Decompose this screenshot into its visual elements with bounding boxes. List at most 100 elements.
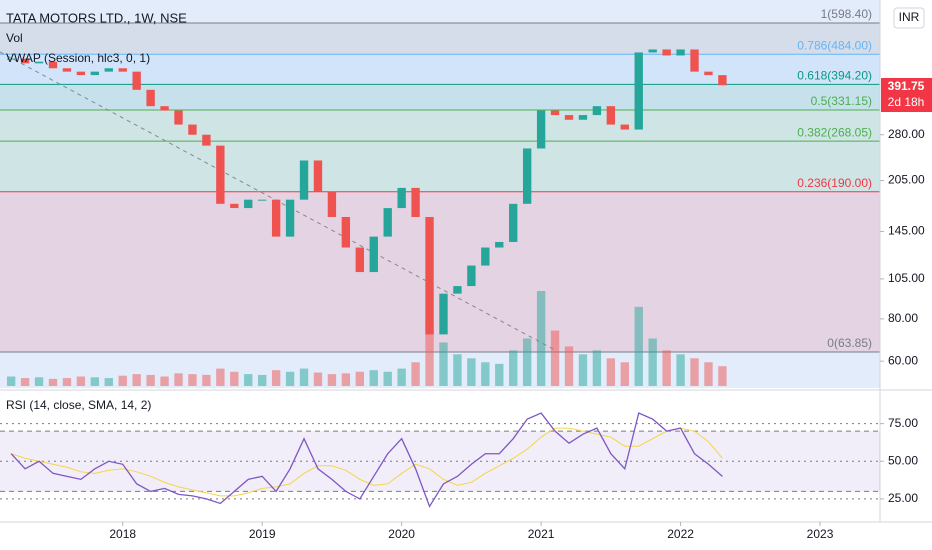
volume-bar bbox=[662, 350, 671, 386]
candle bbox=[620, 124, 629, 130]
candle bbox=[495, 241, 504, 248]
candle bbox=[104, 68, 113, 72]
rsi-tick-label: 25.00 bbox=[888, 491, 918, 505]
volume-bar bbox=[564, 346, 574, 386]
candle bbox=[662, 49, 671, 56]
chart-title: TATA MOTORS LTD., 1W, NSE bbox=[6, 10, 187, 25]
volume-bar bbox=[648, 338, 657, 386]
candle bbox=[244, 199, 253, 209]
volume-bar bbox=[160, 376, 169, 386]
volume-bar bbox=[6, 376, 16, 386]
volume-bar bbox=[522, 338, 532, 386]
candle bbox=[285, 199, 295, 237]
fib-label: 0.5(331.15) bbox=[811, 94, 872, 108]
fib-label: 0.618(394.20) bbox=[797, 69, 872, 83]
y-tick-label: 205.00 bbox=[888, 173, 925, 187]
volume-bar bbox=[425, 322, 434, 386]
price-tag: 391.75 bbox=[888, 79, 925, 93]
fib-band bbox=[0, 141, 880, 192]
candle bbox=[690, 49, 699, 72]
volume-bar bbox=[34, 377, 44, 386]
volume-bar bbox=[327, 374, 337, 386]
candle bbox=[453, 286, 462, 294]
volume-bar bbox=[383, 371, 392, 386]
candle bbox=[118, 68, 127, 72]
volume-bar bbox=[718, 366, 727, 386]
volume-bar bbox=[230, 371, 239, 386]
volume-bar bbox=[48, 378, 58, 386]
volume-bar bbox=[620, 362, 629, 386]
fib-label: 0.786(484.00) bbox=[797, 38, 872, 52]
fib-label: 1(598.40) bbox=[821, 7, 872, 21]
candle bbox=[6, 58, 16, 60]
currency[interactable]: INR bbox=[899, 10, 920, 24]
volume-bar bbox=[258, 374, 267, 386]
candle bbox=[718, 75, 727, 86]
fib-band bbox=[0, 110, 880, 142]
volume-bar bbox=[439, 342, 448, 386]
candle bbox=[132, 71, 141, 90]
candle bbox=[509, 203, 518, 242]
candle bbox=[202, 134, 211, 146]
volume-bar bbox=[690, 358, 699, 386]
rsi-ma-line bbox=[11, 427, 723, 497]
candle bbox=[313, 160, 323, 192]
candle bbox=[411, 187, 420, 217]
candle bbox=[634, 52, 643, 130]
candle bbox=[355, 247, 364, 273]
volume-bar bbox=[495, 363, 504, 386]
volume-bar bbox=[676, 354, 685, 386]
volume-bar bbox=[550, 330, 560, 386]
candle bbox=[676, 49, 685, 56]
candle bbox=[188, 124, 197, 135]
fib-band bbox=[0, 23, 880, 55]
volume-bar bbox=[118, 375, 127, 386]
volume-bar bbox=[634, 306, 643, 386]
rsi-tick-label: 75.00 bbox=[888, 416, 918, 430]
candle bbox=[536, 110, 546, 149]
volume-bar bbox=[341, 373, 351, 386]
y-tick-label: 80.00 bbox=[888, 311, 918, 325]
candle bbox=[550, 110, 560, 116]
volume-bar bbox=[411, 362, 420, 386]
candle bbox=[439, 293, 448, 335]
fib-label: 0.236(190.00) bbox=[797, 176, 872, 190]
price-tag-bg bbox=[881, 78, 932, 112]
candle bbox=[467, 265, 476, 287]
candle bbox=[383, 208, 392, 237]
currency-box[interactable] bbox=[893, 7, 925, 29]
candle bbox=[258, 199, 267, 201]
volume-bar bbox=[104, 378, 113, 386]
volume-bar bbox=[216, 368, 225, 386]
candle bbox=[578, 115, 588, 120]
volume-bar bbox=[397, 368, 406, 386]
volume-bar bbox=[174, 373, 183, 386]
volume-bar bbox=[62, 378, 72, 386]
candle bbox=[146, 89, 155, 107]
volume-bar bbox=[76, 376, 86, 386]
rsi-label: RSI (14, close, SMA, 14, 2) bbox=[6, 398, 151, 412]
rsi-line bbox=[10, 412, 723, 508]
volume-bar bbox=[453, 354, 462, 386]
candle bbox=[90, 71, 100, 76]
candle bbox=[341, 216, 351, 248]
rsi-tick-label: 50.00 bbox=[888, 453, 918, 467]
volume-bar bbox=[606, 358, 616, 386]
y-tick-label: 60.00 bbox=[888, 353, 918, 367]
volume-bar bbox=[188, 374, 197, 386]
candle bbox=[20, 58, 30, 64]
volume-bar bbox=[285, 371, 295, 386]
volume-bar bbox=[369, 370, 378, 386]
vwap-label: VWAP (Session, hlc3, 0, 1) bbox=[6, 51, 150, 65]
fib-band bbox=[0, 54, 880, 85]
x-tick-label: 2020 bbox=[388, 527, 415, 541]
candle bbox=[271, 199, 281, 237]
candle bbox=[397, 187, 406, 209]
y-tick-label: 105.00 bbox=[888, 271, 925, 285]
fib-label: 0(63.85) bbox=[827, 336, 872, 350]
x-tick-label: 2023 bbox=[807, 527, 834, 541]
x-tick-label: 2019 bbox=[249, 527, 276, 541]
volume-bar bbox=[536, 291, 546, 386]
volume-label: Vol bbox=[6, 31, 23, 45]
